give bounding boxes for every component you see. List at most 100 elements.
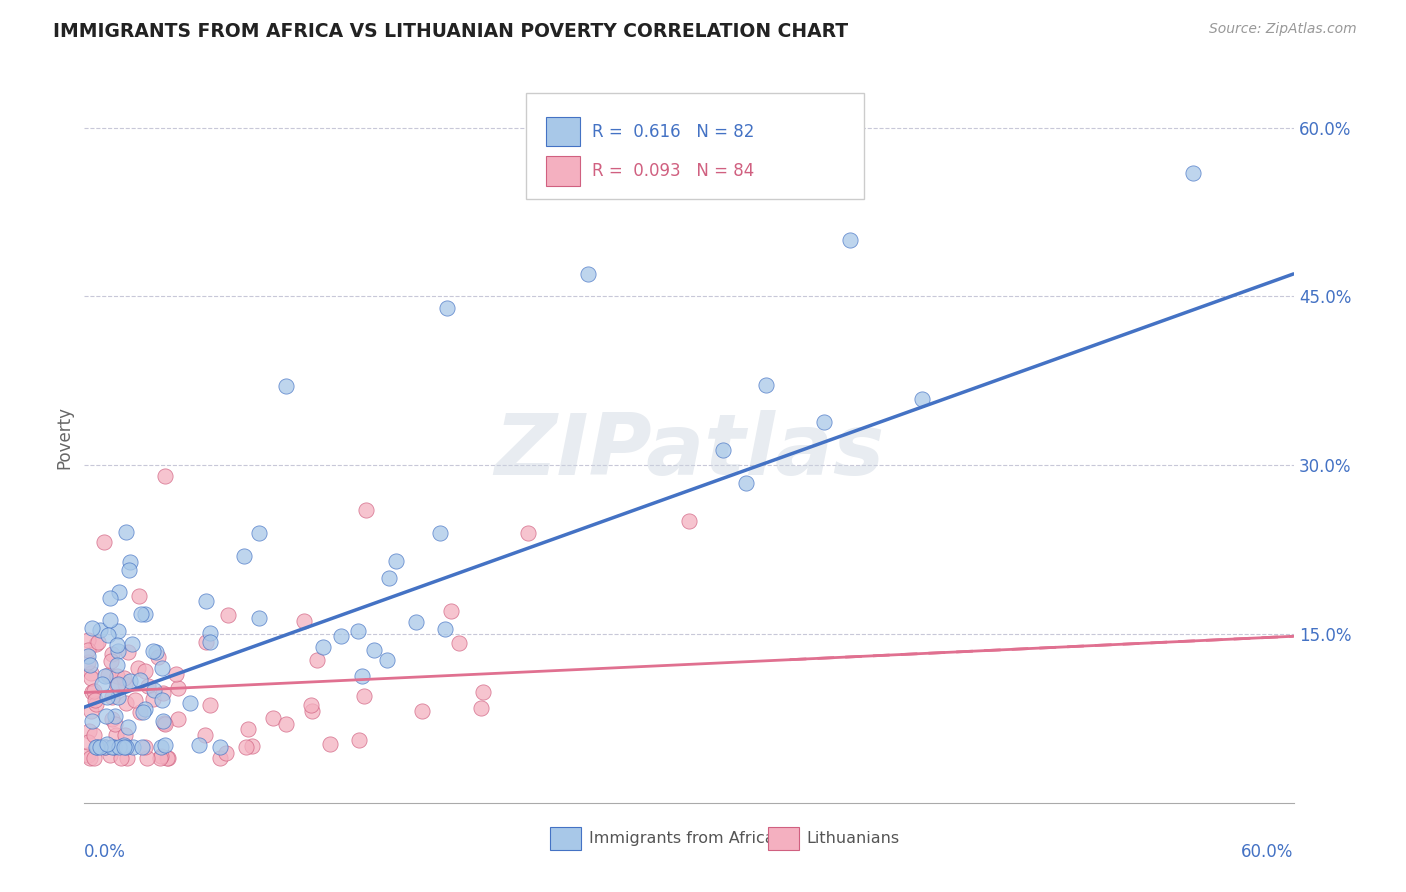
Point — [208, 751, 231, 765]
Bar — [547, 156, 581, 186]
Point — [80, 685, 103, 699]
Point — [153, 469, 176, 483]
Point — [93, 534, 115, 549]
Point — [157, 751, 180, 765]
Point — [107, 644, 129, 658]
Point — [235, 739, 257, 754]
Point — [153, 717, 176, 731]
Point — [100, 654, 122, 668]
Point — [195, 594, 218, 608]
Point — [86, 739, 108, 754]
Point — [735, 476, 758, 491]
Point — [152, 716, 174, 731]
Point — [79, 751, 101, 765]
Text: IMMIGRANTS FROM AFRICA VS LITHUANIAN POVERTY CORRELATION CHART: IMMIGRANTS FROM AFRICA VS LITHUANIAN POV… — [53, 22, 849, 41]
Point — [117, 645, 139, 659]
Point — [131, 607, 153, 621]
Point — [472, 685, 495, 699]
Point — [104, 717, 127, 731]
Point — [449, 636, 471, 650]
Point — [433, 622, 456, 636]
Point — [90, 676, 112, 690]
Point — [115, 739, 138, 754]
Point — [112, 738, 135, 752]
Point — [516, 525, 538, 540]
Point — [156, 751, 179, 765]
Point — [77, 747, 100, 762]
Point — [155, 739, 177, 753]
Point — [1181, 166, 1204, 180]
Text: R =  0.616   N = 82: R = 0.616 N = 82 — [592, 122, 755, 141]
Point — [114, 524, 136, 539]
Point — [149, 751, 172, 765]
Point — [839, 233, 862, 247]
Point — [96, 690, 118, 704]
Point — [349, 732, 371, 747]
Point — [134, 739, 156, 754]
Point — [121, 637, 143, 651]
Point — [80, 671, 103, 685]
Point — [100, 690, 122, 705]
Point — [911, 392, 934, 406]
Bar — [547, 117, 581, 146]
Point — [274, 379, 297, 393]
Point — [436, 301, 458, 315]
Point — [134, 702, 156, 716]
Point — [98, 591, 121, 606]
Point — [101, 647, 124, 661]
Bar — [768, 827, 799, 850]
Point — [148, 650, 170, 665]
Point — [301, 705, 323, 719]
Point — [83, 683, 105, 698]
Point — [187, 738, 209, 752]
Point — [194, 634, 217, 648]
Point — [115, 696, 138, 710]
Point — [120, 555, 142, 569]
Point — [110, 751, 132, 765]
Point — [121, 739, 143, 754]
Point — [84, 739, 107, 754]
Point — [96, 738, 118, 752]
Point — [134, 607, 156, 622]
Point — [329, 629, 352, 643]
Point — [678, 515, 700, 529]
Point — [352, 668, 374, 682]
Point — [150, 749, 173, 764]
Point — [98, 613, 121, 627]
Point — [813, 415, 835, 429]
Point — [114, 728, 136, 742]
Point — [385, 554, 408, 568]
Point — [128, 589, 150, 603]
Point — [107, 690, 129, 704]
Point — [347, 624, 370, 638]
Point — [576, 267, 599, 281]
Point — [77, 643, 100, 657]
Point — [120, 673, 142, 688]
Point — [135, 751, 157, 765]
Point — [166, 712, 188, 726]
Point — [105, 638, 128, 652]
Bar — [550, 827, 581, 850]
Point — [150, 693, 173, 707]
Point — [79, 658, 101, 673]
Point — [118, 563, 141, 577]
Point — [105, 728, 128, 742]
Point — [98, 747, 121, 762]
Point — [97, 668, 120, 682]
Point — [755, 377, 778, 392]
Point — [77, 655, 100, 669]
Point — [80, 666, 103, 681]
Point — [200, 635, 222, 649]
Point — [150, 661, 173, 675]
Text: R =  0.093   N = 84: R = 0.093 N = 84 — [592, 162, 755, 180]
Point — [107, 624, 129, 638]
Point — [93, 739, 115, 754]
Text: Immigrants from Africa: Immigrants from Africa — [589, 831, 775, 847]
Point — [101, 712, 124, 726]
Point — [114, 677, 136, 691]
Point — [77, 648, 100, 663]
Point — [77, 734, 100, 748]
Point — [80, 621, 103, 635]
Point — [142, 644, 165, 658]
Point — [136, 679, 159, 693]
